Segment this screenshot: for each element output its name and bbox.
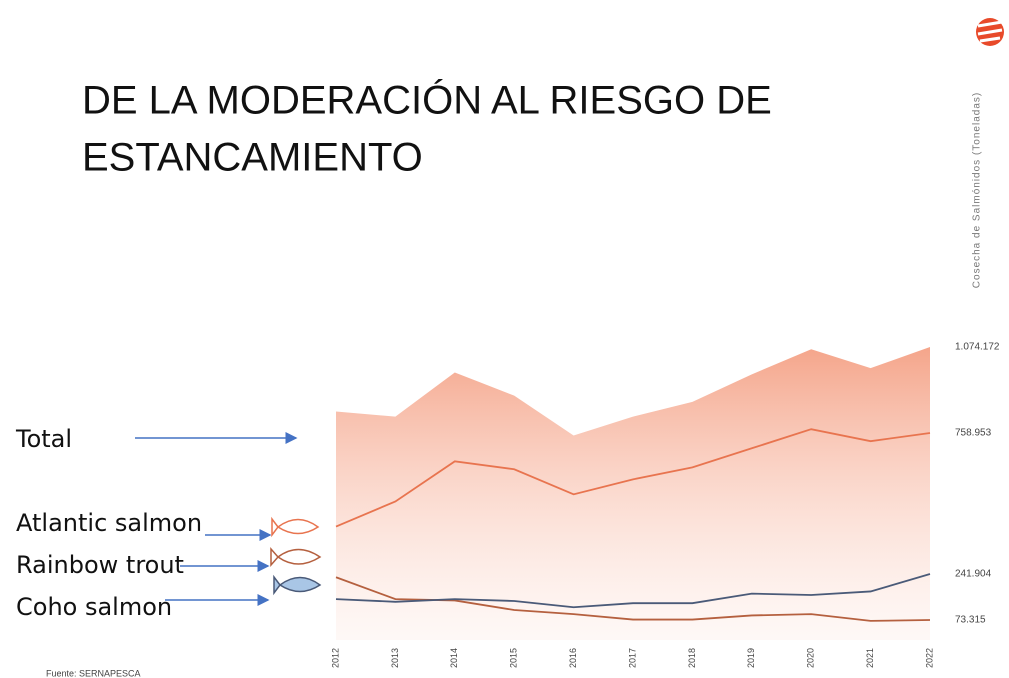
fish-icon — [270, 516, 322, 596]
source: Fuente: SERNAPESCA — [46, 668, 141, 678]
value-label: 73.315 — [955, 615, 986, 626]
x-tick-label: 2016 — [568, 648, 578, 668]
x-tick-label: 2018 — [687, 648, 697, 668]
x-tick-label: 2017 — [627, 648, 637, 668]
legend-label: Total — [15, 425, 72, 453]
legend-label: Atlantic salmon — [16, 509, 202, 537]
legend: Total Atlantic salmon Rainbow trout Coho… — [15, 425, 322, 621]
x-tick-label: 2014 — [449, 648, 459, 668]
x-tick-label: 2019 — [746, 648, 756, 668]
x-tick-label: 2012 — [330, 648, 340, 668]
title-line: DE LA MODERACIÓN AL RIESGO DE — [82, 78, 772, 123]
x-tick-label: 2020 — [806, 648, 816, 668]
value-label: 758.953 — [955, 428, 992, 439]
x-tick-label: 2021 — [865, 648, 875, 668]
x-tick-label: 2015 — [509, 648, 519, 668]
line — [335, 428, 931, 528]
value-label: 241.904 — [955, 569, 992, 580]
value-label: 1.074.172 — [955, 342, 1000, 353]
title-line: ESTANCAMIENTO — [82, 136, 423, 180]
area — [336, 347, 930, 640]
y-axis-label: Cosecha de Salmónidos (Toneladas) — [972, 92, 983, 288]
legend-label: Coho salmon — [16, 593, 172, 621]
legend-label: Rainbow trout — [16, 551, 184, 579]
plot: 2012 2013 2014 2015 2016 2017 2018 2019 2020 2021… — [330, 342, 1000, 668]
x-tick-label: 2022 — [924, 648, 934, 668]
line — [335, 573, 931, 609]
x-tick-label: 2013 — [390, 648, 400, 668]
logo — [976, 18, 1004, 46]
